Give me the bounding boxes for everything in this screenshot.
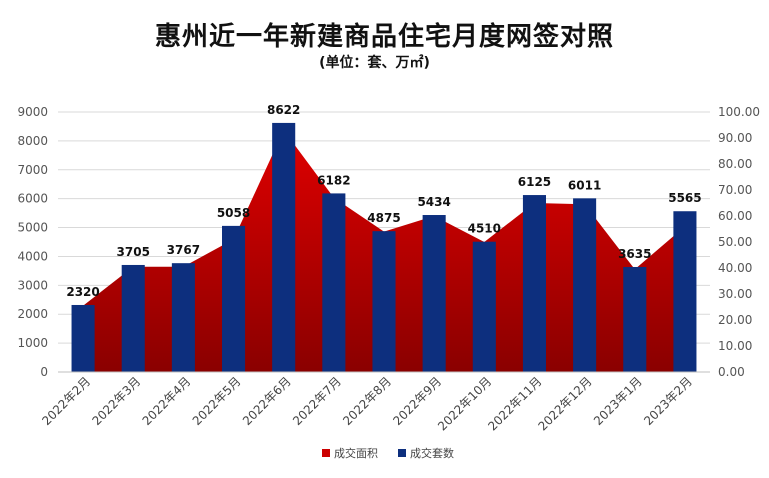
y-right-tick-label: 30.00 bbox=[718, 287, 752, 301]
x-tick-label: 2022年2月 bbox=[39, 374, 93, 428]
bar-2023年2月 bbox=[673, 211, 697, 372]
bar-2022年7月 bbox=[322, 193, 346, 372]
y-left-tick-label: 2000 bbox=[17, 307, 48, 321]
data-labels: 2320 3705 3767 5058 8622 6182 4875 5434 4510 6125… bbox=[66, 103, 701, 299]
data-label: 3767 bbox=[167, 243, 200, 257]
y-right-tick-label: 20.00 bbox=[718, 313, 752, 327]
bar-2022年8月 bbox=[372, 231, 396, 372]
x-tick-label: 2022年4月 bbox=[140, 374, 194, 428]
y-left-tick-label: 4000 bbox=[17, 249, 48, 263]
bar-2022年6月 bbox=[272, 122, 296, 372]
bar-2022年2月 bbox=[71, 304, 95, 372]
x-tick-label: 2022年12月 bbox=[535, 374, 594, 433]
data-label: 6182 bbox=[317, 173, 350, 187]
legend-swatch-成交套数 bbox=[398, 449, 406, 457]
x-tick-label: 2022年7月 bbox=[290, 374, 344, 428]
bar-2022年10月 bbox=[472, 241, 496, 372]
y-left-tick-label: 5000 bbox=[17, 221, 48, 235]
data-label: 5058 bbox=[217, 206, 250, 220]
legend: 成交面积 成交套数 bbox=[322, 446, 454, 460]
chart-title: 惠州近一年新建商品住宅月度网签对照 bbox=[154, 22, 614, 52]
y-left-tick-label: 6000 bbox=[17, 192, 48, 206]
bar-2022年3月 bbox=[121, 264, 145, 372]
data-label: 3705 bbox=[117, 245, 150, 259]
bar-2022年12月 bbox=[573, 198, 597, 372]
data-label: 4875 bbox=[367, 211, 400, 225]
chart-subtitle: (单位：套、万㎡) bbox=[319, 55, 430, 71]
y-left-tick-label: 1000 bbox=[17, 336, 48, 350]
legend-label-成交面积: 成交面积 bbox=[334, 446, 378, 460]
y-left-tick-label: 0 bbox=[40, 365, 48, 379]
data-label: 5565 bbox=[668, 191, 701, 205]
y-left-tick-label: 7000 bbox=[17, 163, 48, 177]
y-right-tick-label: 0.00 bbox=[718, 365, 745, 379]
y-right-tick-label: 100.00 bbox=[718, 105, 760, 119]
data-label: 3635 bbox=[618, 247, 651, 261]
data-label: 5434 bbox=[417, 195, 450, 209]
x-tick-label: 2022年9月 bbox=[390, 374, 444, 428]
bar-series bbox=[71, 122, 697, 372]
legend-label-成交套数: 成交套数 bbox=[410, 446, 454, 460]
y-left-tick-label: 8000 bbox=[17, 134, 48, 148]
x-tick-label: 2023年2月 bbox=[641, 374, 695, 428]
data-label: 8622 bbox=[267, 103, 300, 117]
y-right-tick-label: 10.00 bbox=[718, 339, 752, 353]
bar-2022年11月 bbox=[522, 195, 546, 372]
bar-2023年1月 bbox=[623, 266, 647, 372]
y-right-tick-label: 80.00 bbox=[718, 157, 752, 171]
y-left-tick-label: 3000 bbox=[17, 278, 48, 292]
x-tick-label: 2022年6月 bbox=[240, 374, 294, 428]
data-label: 4510 bbox=[468, 222, 501, 236]
y-right-tick-label: 60.00 bbox=[718, 209, 752, 223]
y-left-tick-label: 9000 bbox=[17, 105, 48, 119]
data-label: 6011 bbox=[568, 178, 601, 192]
y-right-tick-label: 40.00 bbox=[718, 261, 752, 275]
y-right-tick-label: 70.00 bbox=[718, 183, 752, 197]
y-right-tick-label: 90.00 bbox=[718, 131, 752, 145]
x-tick-label: 2022年8月 bbox=[340, 374, 394, 428]
bar-2022年5月 bbox=[222, 225, 246, 372]
bar-2022年4月 bbox=[171, 263, 195, 372]
data-label: 6125 bbox=[518, 175, 551, 189]
data-label: 2320 bbox=[66, 285, 99, 299]
y-right-tick-label: 50.00 bbox=[718, 235, 752, 249]
x-tick-label: 2022年5月 bbox=[190, 374, 244, 428]
x-tick-label: 2023年1月 bbox=[591, 374, 645, 428]
bar-2022年9月 bbox=[422, 215, 446, 372]
legend-swatch-成交面积 bbox=[322, 449, 330, 457]
x-tick-label: 2022年3月 bbox=[89, 374, 143, 428]
